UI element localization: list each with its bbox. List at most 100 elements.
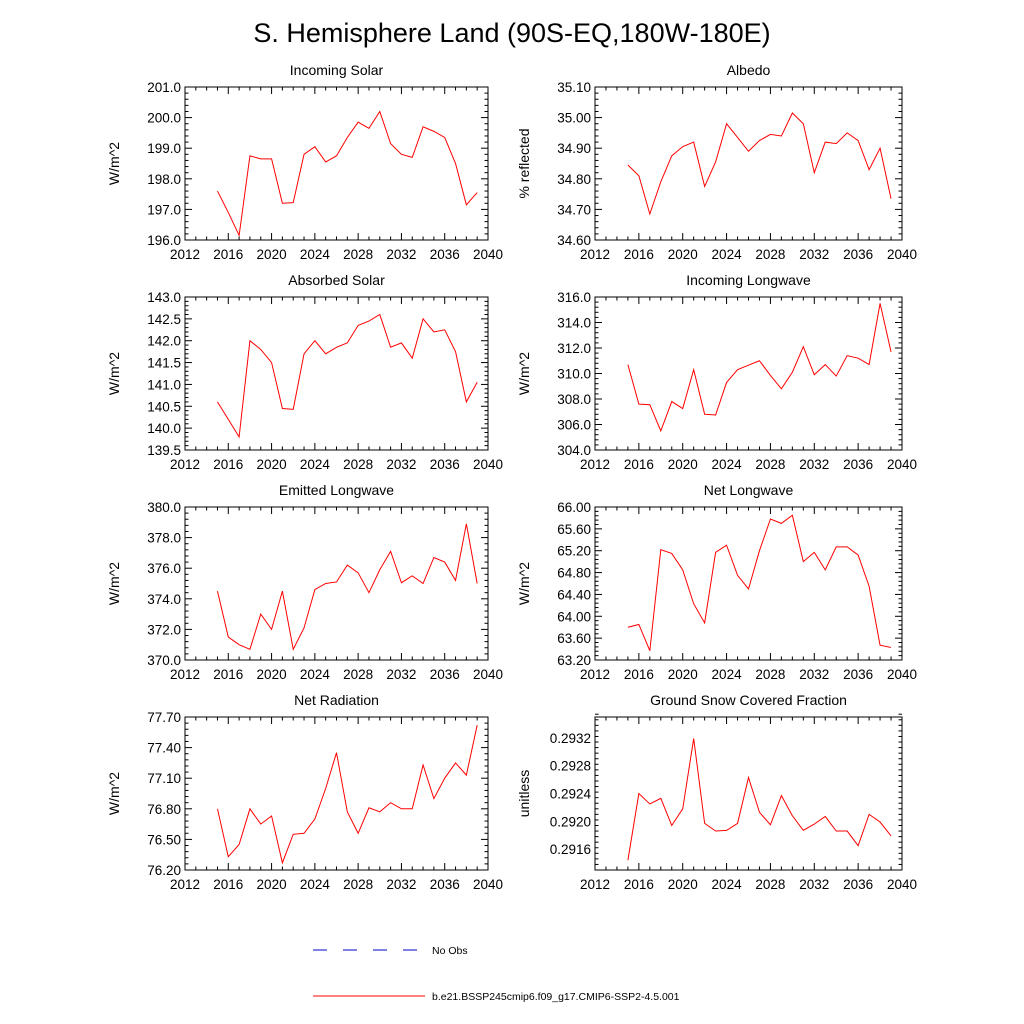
chart-panel: Net Radiation W/m^2 2012 2016 2020 2024 2028 20… — [106, 692, 503, 892]
x-tick-label: 2036 — [430, 667, 460, 682]
y-tick-label: 378.0 — [147, 531, 181, 546]
y-tick-label: 370.0 — [147, 653, 181, 668]
x-tick-label: 2020 — [668, 667, 698, 682]
x-tick-label: 2012 — [170, 247, 200, 262]
plot-frame — [184, 506, 489, 661]
y-tick-label: 65.20 — [557, 544, 591, 559]
y-tick-label: 199.0 — [147, 141, 181, 156]
y-tick-label: 77.70 — [147, 710, 181, 725]
x-tick-label: 2036 — [843, 667, 873, 682]
x-tick-label: 2028 — [343, 667, 373, 682]
panel-title: Incoming Solar — [290, 62, 384, 78]
x-tick-label: 2032 — [386, 877, 416, 892]
y-tick-label: 140.0 — [147, 421, 181, 436]
x-tick-label: 2024 — [300, 877, 331, 892]
x-tick-label: 2040 — [473, 667, 503, 682]
x-tick-label: 2012 — [580, 667, 610, 682]
series-line — [627, 738, 892, 861]
y-tick-label: 63.60 — [557, 631, 591, 646]
panel-title: Emitted Longwave — [279, 482, 394, 498]
x-tick-label: 2016 — [624, 877, 654, 892]
y-tick-label: 64.40 — [557, 587, 591, 602]
x-tick-label: 2036 — [430, 247, 460, 262]
x-tick-label: 2036 — [843, 457, 873, 472]
plot-frame — [594, 86, 903, 241]
y-tick-label: 140.5 — [147, 399, 181, 414]
x-tick-label: 2024 — [300, 247, 331, 262]
x-tick-label: 2032 — [799, 247, 829, 262]
y-tick-label: 196.0 — [147, 233, 181, 248]
y-tick-label: 304.0 — [557, 443, 591, 458]
x-tick-label: 2016 — [213, 877, 243, 892]
x-tick-label: 2020 — [668, 247, 698, 262]
series-line — [217, 313, 478, 439]
y-tick-label: 34.70 — [557, 202, 591, 217]
y-axis-label: W/m^2 — [106, 352, 122, 395]
y-tick-label: 200.0 — [147, 111, 181, 126]
y-tick-label: 76.20 — [147, 863, 181, 878]
y-tick-label: 139.5 — [147, 443, 181, 458]
y-tick-label: 374.0 — [147, 592, 181, 607]
plot-frame — [184, 296, 489, 451]
chart-panel: Absorbed Solar W/m^2 2012 2016 2020 2024 2028 2… — [106, 272, 503, 472]
chart-panel: Incoming Solar W/m^2 2012 2016 2020 2024 2028 2… — [106, 62, 503, 262]
chart-panel: Emitted Longwave W/m^2 2012 2016 2020 2024 202… — [106, 482, 503, 682]
x-tick-label: 2040 — [473, 247, 503, 262]
x-tick-label: 2036 — [430, 877, 460, 892]
y-tick-label: 35.10 — [557, 80, 591, 95]
y-tick-label: 308.0 — [557, 392, 591, 407]
y-tick-label: 198.0 — [147, 172, 181, 187]
y-tick-label: 64.00 — [557, 609, 591, 624]
y-tick-label: 34.80 — [557, 172, 591, 187]
panel-title: Incoming Longwave — [686, 272, 811, 288]
x-tick-label: 2032 — [386, 667, 416, 682]
x-tick-label: 2040 — [887, 667, 917, 682]
y-tick-label: 65.60 — [557, 522, 591, 537]
y-tick-label: 306.0 — [557, 418, 591, 433]
x-tick-label: 2040 — [887, 457, 917, 472]
x-tick-label: 2024 — [300, 667, 331, 682]
x-tick-label: 2040 — [473, 877, 503, 892]
y-tick-label: 372.0 — [147, 622, 181, 637]
y-tick-label: 376.0 — [147, 561, 181, 576]
x-tick-label: 2036 — [430, 457, 460, 472]
x-tick-label: 2032 — [799, 877, 829, 892]
chart-panel: Albedo % reflected 2012 2016 2020 2024 2028 203… — [516, 62, 917, 262]
y-axis-label: W/m^2 — [106, 142, 122, 185]
y-tick-label: 310.0 — [557, 367, 591, 382]
panels-group: Incoming Solar W/m^2 2012 2016 2020 2024 2028 2… — [106, 62, 917, 892]
x-tick-label: 2016 — [213, 247, 243, 262]
panel-title: Albedo — [727, 62, 771, 78]
x-tick-label: 2040 — [887, 247, 917, 262]
chart-panel: Incoming Longwave W/m^2 2012 2016 2020 2024 20… — [516, 272, 917, 472]
y-axis-label: W/m^2 — [106, 562, 122, 605]
x-tick-label: 2024 — [712, 667, 743, 682]
x-tick-label: 2040 — [887, 877, 917, 892]
x-tick-label: 2012 — [170, 457, 200, 472]
panel-title: Net Radiation — [294, 692, 379, 708]
x-tick-label: 2036 — [843, 877, 873, 892]
y-axis-label: W/m^2 — [106, 772, 122, 815]
y-tick-label: 0.2924 — [550, 787, 592, 802]
x-tick-label: 2012 — [170, 667, 200, 682]
y-axis-label: W/m^2 — [516, 352, 532, 395]
series-line — [627, 112, 892, 216]
y-tick-label: 142.0 — [147, 334, 181, 349]
x-tick-label: 2032 — [799, 667, 829, 682]
y-tick-label: 197.0 — [147, 202, 181, 217]
plot-frame — [594, 506, 903, 661]
x-tick-label: 2012 — [580, 457, 610, 472]
y-tick-label: 0.2916 — [550, 842, 591, 857]
chart-panel: Net Longwave W/m^2 2012 2016 2020 2024 2028 203… — [516, 482, 917, 682]
y-tick-label: 63.20 — [557, 653, 591, 668]
x-tick-label: 2012 — [580, 247, 610, 262]
y-axis-label: W/m^2 — [516, 562, 532, 605]
y-tick-label: 143.0 — [147, 290, 181, 305]
x-tick-label: 2032 — [386, 247, 416, 262]
x-tick-label: 2028 — [755, 457, 785, 472]
y-tick-label: 312.0 — [557, 341, 591, 356]
y-tick-label: 141.5 — [147, 356, 181, 371]
panel-title: Absorbed Solar — [288, 272, 385, 288]
y-tick-label: 0.2932 — [550, 731, 591, 746]
